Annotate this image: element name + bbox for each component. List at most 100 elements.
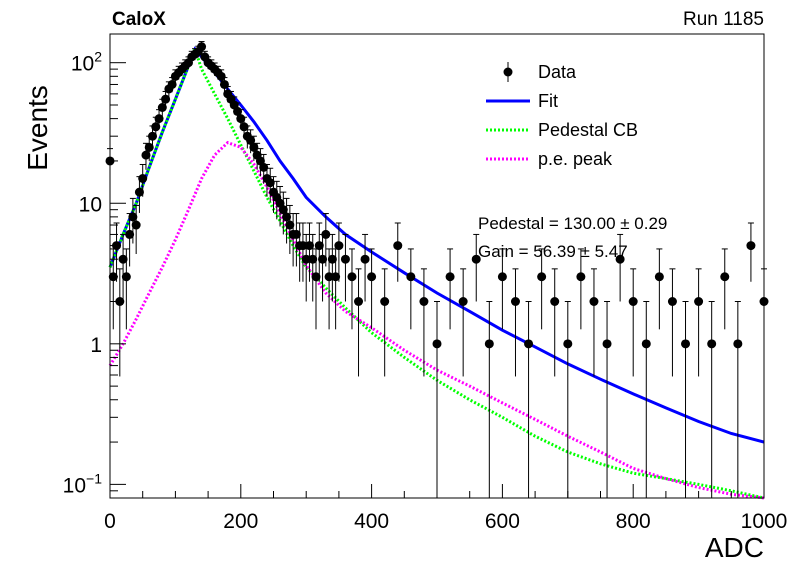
- data-point: [524, 339, 534, 349]
- data-point: [380, 297, 390, 307]
- legend-label-fit: Fit: [538, 91, 558, 111]
- x-tick-label: 1000: [741, 510, 788, 533]
- data-point: [324, 272, 334, 282]
- x-axis-title: ADC: [705, 532, 764, 563]
- fit-result-pedestal: Pedestal = 130.00 ± 0.29: [478, 214, 667, 233]
- data-point: [667, 297, 677, 307]
- data-points-layer: [105, 41, 769, 498]
- data-point: [125, 229, 135, 239]
- data-point: [115, 297, 125, 307]
- data-point: [321, 229, 331, 239]
- data-point: [510, 297, 520, 307]
- data-point: [367, 272, 377, 282]
- data-point: [615, 254, 625, 264]
- data-point: [406, 272, 416, 282]
- data-point: [654, 272, 664, 282]
- x-tick-label: 400: [354, 510, 389, 533]
- data-point: [720, 272, 730, 282]
- data-point: [746, 241, 756, 251]
- data-point: [282, 212, 292, 222]
- y-tick-label: 10−1: [63, 470, 103, 497]
- data-point: [432, 339, 442, 349]
- data-point: [157, 102, 167, 112]
- legend-label-p-e-peak: p.e. peak: [538, 149, 613, 169]
- data-point: [151, 122, 161, 132]
- data-point: [327, 254, 337, 264]
- data-point: [628, 297, 638, 307]
- data-point: [246, 135, 256, 145]
- data-point: [148, 131, 158, 141]
- data-point: [354, 297, 364, 307]
- data-point: [298, 241, 308, 251]
- legend-label-pedestal-cb: Pedestal CB: [538, 120, 638, 140]
- data-point: [419, 297, 429, 307]
- y-axis: 10−1 1 10 102: [63, 49, 126, 499]
- data-point: [484, 339, 494, 349]
- legend-data-marker: [503, 67, 513, 77]
- data-point: [131, 220, 141, 230]
- data-point: [161, 94, 171, 104]
- data-point: [167, 79, 177, 89]
- data-point: [733, 339, 743, 349]
- data-point: [301, 254, 311, 264]
- series-fit-curve: [108, 46, 765, 444]
- y-tick-label: 1: [90, 334, 102, 357]
- legend-label-data: Data: [538, 62, 577, 82]
- data-point: [445, 272, 455, 282]
- data-point: [118, 254, 128, 264]
- data-point: [121, 272, 131, 282]
- data-point: [154, 114, 164, 124]
- data-point: [347, 272, 357, 282]
- data-point: [318, 254, 328, 264]
- data-point: [694, 297, 704, 307]
- data-point: [259, 162, 269, 172]
- data-point: [707, 339, 717, 349]
- data-point: [314, 241, 324, 251]
- data-point: [134, 187, 144, 197]
- x-tick-label: 800: [616, 510, 651, 533]
- data-point: [236, 114, 246, 124]
- data-point: [331, 272, 341, 282]
- data-point: [304, 241, 314, 251]
- data-point: [138, 174, 148, 184]
- data-point: [589, 297, 599, 307]
- data-point: [641, 339, 651, 349]
- data-point: [340, 254, 350, 264]
- data-point: [563, 339, 573, 349]
- y-tick-label: 102: [71, 49, 102, 76]
- y-axis-title: Events: [22, 85, 53, 171]
- data-point: [334, 241, 344, 251]
- x-tick-label: 200: [223, 510, 258, 533]
- data-point: [285, 220, 295, 230]
- data-point: [291, 229, 301, 239]
- data-point: [458, 297, 468, 307]
- data-point: [471, 254, 481, 264]
- data-point: [216, 71, 226, 81]
- data-point: [128, 212, 138, 222]
- data-point: [265, 178, 275, 188]
- x-tick-label: 600: [485, 510, 520, 533]
- x-tick-label: 0: [104, 510, 116, 533]
- series-p-e-peak-curve: [108, 140, 765, 500]
- data-point: [393, 241, 403, 251]
- plot-title: CaloX: [112, 9, 166, 30]
- data-point: [360, 254, 370, 264]
- run-label: Run 1185: [683, 9, 764, 30]
- data-point: [278, 205, 288, 215]
- data-point: [197, 42, 207, 52]
- legend: Data Fit Pedestal CB p.e. peak: [486, 62, 638, 169]
- fit-result-gain: Gain = 56.39 ± 5.47: [478, 242, 628, 261]
- curves-layer: [108, 44, 765, 500]
- data-point: [249, 142, 259, 152]
- data-point: [308, 254, 318, 264]
- x-axis: 0 200 400 600 800 1000: [104, 484, 787, 533]
- data-point: [144, 142, 154, 152]
- data-point: [602, 339, 612, 349]
- data-point: [497, 272, 507, 282]
- data-point: [311, 272, 321, 282]
- data-point: [576, 272, 586, 282]
- data-point: [681, 339, 691, 349]
- data-point: [239, 122, 249, 132]
- y-tick-label: 10: [79, 193, 102, 216]
